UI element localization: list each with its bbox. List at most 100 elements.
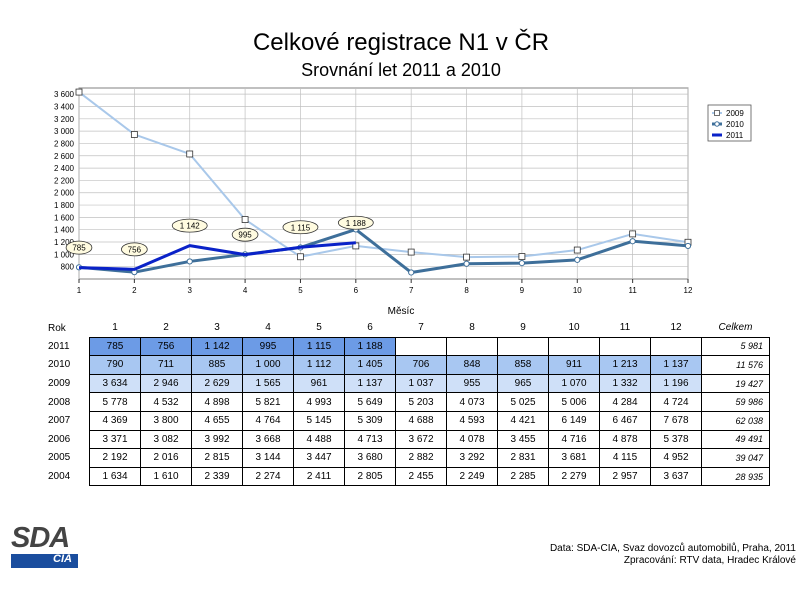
table-cell <box>497 336 549 357</box>
table-row: 2010 790 711 885 1 000 1 112 1 405 706 848 858 911… <box>44 355 770 375</box>
point-2009 <box>241 216 249 223</box>
table-cell: 4 284 <box>599 392 651 412</box>
header-month: 4 <box>265 322 271 334</box>
row-total: 39 047 <box>701 448 770 468</box>
chart-series <box>75 88 692 276</box>
point-2010 <box>186 258 193 265</box>
point-2009 <box>186 150 194 158</box>
chart-data-labels: 785 756 1 142 995 1 115 1 188 <box>65 215 374 257</box>
table-cell: 4 688 <box>395 410 447 431</box>
y-tick-label: 2 000 <box>54 189 75 198</box>
table-cell: 3 371 <box>89 429 141 450</box>
row-year: 2011 <box>48 340 70 352</box>
y-tick-label: 2 400 <box>54 164 75 173</box>
x-tick-label: 1 <box>77 286 82 295</box>
table-cell: 1 115 <box>293 336 345 357</box>
data-label: 1 188 <box>346 219 367 228</box>
y-tick-label: 1 600 <box>54 213 75 222</box>
table-cell: 4 532 <box>140 392 192 412</box>
chart-title: Celkové registrace N1 v ČR <box>252 29 550 56</box>
table-cell: 5 203 <box>395 392 447 412</box>
table-cell: 711 <box>140 355 192 375</box>
table-cell: 2 882 <box>395 448 447 468</box>
row-total: 19 427 <box>701 373 770 394</box>
data-label-bubble <box>65 240 93 255</box>
table-cell: 5 778 <box>89 392 141 412</box>
table-row: 2009 3 634 2 946 2 629 1 565 961 1 137 1 037 955… <box>44 373 770 394</box>
header-month: 12 <box>670 322 682 334</box>
table-cell: 1 112 <box>293 355 345 375</box>
row-year: 2007 <box>48 415 71 427</box>
table-cell: 7 678 <box>650 410 702 431</box>
x-tick-label: 6 <box>354 286 359 295</box>
table-cell: 2 957 <box>599 466 651 487</box>
table-cell: 2 285 <box>497 466 549 487</box>
table-cell: 2 805 <box>344 466 396 487</box>
table-cell: 3 634 <box>89 373 141 394</box>
table-cell: 4 716 <box>548 429 600 450</box>
point-2010 <box>629 238 636 245</box>
table-cell: 4 878 <box>599 429 651 450</box>
table-cell: 2 016 <box>140 448 192 468</box>
point-2009 <box>518 253 526 260</box>
table-cell: 4 115 <box>599 448 651 468</box>
x-tick-label: 8 <box>464 286 469 295</box>
chart-subtitle: Srovnání let 2011 a 2010 <box>301 60 501 80</box>
row-total: 62 038 <box>701 410 770 431</box>
table-cell: 2 946 <box>140 373 192 394</box>
y-tick-label: 2 200 <box>54 176 75 185</box>
line-chart: 800 1 000 1 200 1 400 1 600 1 800 2 000 2 200 2 … <box>54 87 752 295</box>
data-label-bubble <box>121 242 148 257</box>
data-label-bubble <box>282 220 319 235</box>
x-tick-label: 12 <box>684 286 693 295</box>
table-cell: 785 <box>89 336 141 357</box>
row-year: 2005 <box>48 452 71 464</box>
table-cell: 1 610 <box>140 466 192 487</box>
table-cell: 4 655 <box>191 410 243 431</box>
table-cell: 4 993 <box>293 392 345 412</box>
table-cell: 3 800 <box>140 410 192 431</box>
table-cell: 858 <box>497 355 549 375</box>
table-cell: 2 629 <box>191 373 243 394</box>
point-2009 <box>407 248 415 256</box>
header-month: 6 <box>367 322 373 334</box>
table-cell: 1 213 <box>599 355 651 375</box>
header-total: Celkem <box>718 322 753 334</box>
point-2010 <box>684 242 692 250</box>
y-tick-label: 2 800 <box>54 139 75 148</box>
header-month: 11 <box>619 322 631 334</box>
data-label-bubble <box>171 218 208 233</box>
table-cell: 4 713 <box>344 429 396 450</box>
data-label: 1 115 <box>291 223 311 232</box>
legend-label: 2009 <box>726 109 744 118</box>
table-cell: 2 279 <box>548 466 600 487</box>
y-tick-label: 1 000 <box>54 250 75 259</box>
legend-label: 2011 <box>726 131 744 140</box>
chart-grid <box>78 87 689 280</box>
source-line-processing: Zpracování: RTV data, Hradec Králové <box>623 555 796 566</box>
table-row: 2011 785 756 1 142 995 1 115 1 188 5 981 <box>44 336 770 357</box>
source-note: Data: SDA-CIA, Svaz dovozců automobilů, … <box>550 543 796 567</box>
point-2009 <box>463 253 470 261</box>
chart-legend: 2009 2010 2011 <box>707 104 752 142</box>
row-year: 2008 <box>48 396 71 408</box>
table-cell: 4 952 <box>650 448 702 468</box>
table-cell: 4 369 <box>89 410 141 431</box>
table-cell: 1 070 <box>548 373 600 394</box>
table-cell: 5 145 <box>293 410 345 431</box>
table-cell: 5 649 <box>344 392 396 412</box>
point-2009 <box>629 230 637 238</box>
data-label-bubble <box>337 215 374 230</box>
series-line-2009 <box>78 91 689 259</box>
table-cell <box>650 336 702 357</box>
header-month: 10 <box>568 322 580 334</box>
y-tick-label: 1 800 <box>54 201 75 210</box>
table-cell: 955 <box>446 373 498 394</box>
header-month: 3 <box>214 322 220 334</box>
row-year: 2004 <box>48 471 71 483</box>
table-cell: 5 025 <box>497 392 549 412</box>
header-month: 7 <box>418 322 424 334</box>
table-cell: 1 634 <box>89 466 141 487</box>
table-cell: 3 681 <box>548 448 600 468</box>
table-cell <box>446 336 498 357</box>
